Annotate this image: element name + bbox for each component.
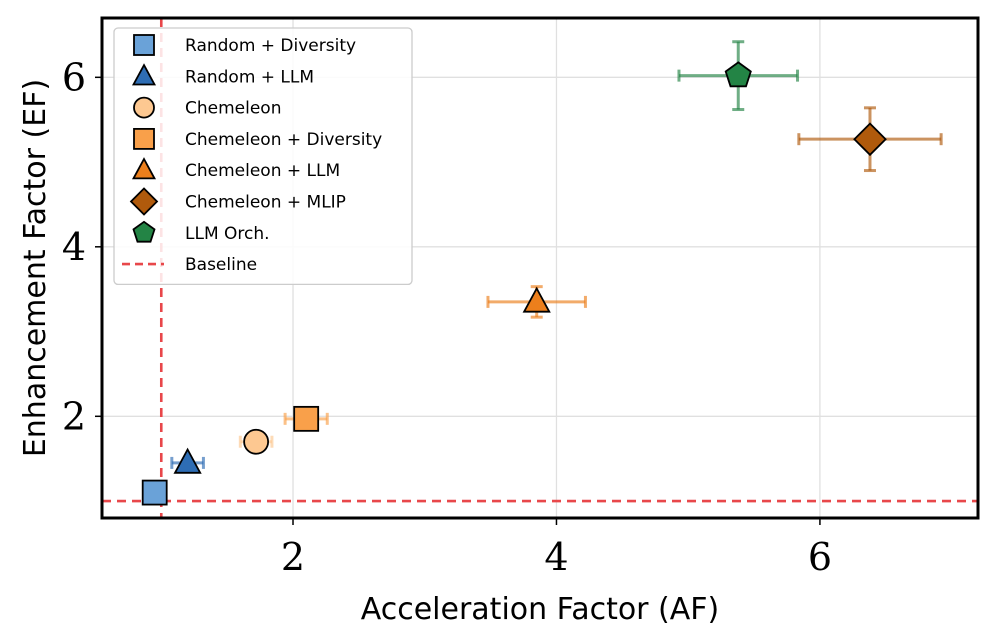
y-tick-label: 2 [62, 394, 86, 438]
legend-entry-label: Chemeleon [185, 99, 281, 119]
x-axis-label: Acceleration Factor (AF) [361, 592, 720, 627]
data-point-marker [293, 405, 320, 432]
x-tick-label: 6 [808, 535, 832, 579]
data-point-group [486, 285, 587, 319]
legend-entry-label: Chemeleon + LLM [185, 161, 340, 181]
legend-marker [133, 96, 155, 119]
legend-entry-label: Chemeleon + MLIP [185, 193, 346, 213]
data-point-marker [141, 479, 168, 506]
y-axis-label: Enhancement Factor (EF) [18, 79, 53, 457]
legend-marker [133, 34, 155, 56]
data-points [141, 40, 943, 506]
legend-entry-label: LLM Orch. [185, 224, 270, 244]
data-point-group [283, 405, 329, 432]
legend: Random + Diversity Random + LLM Chemeleon C… [113, 27, 413, 286]
legend-marker [131, 63, 157, 86]
data-point-marker [522, 286, 551, 313]
data-point-marker [173, 447, 202, 474]
plot-frame [100, 16, 980, 520]
data-point-marker [724, 61, 752, 88]
legend-marker [129, 187, 159, 216]
data-point-group [677, 40, 800, 112]
data-point-marker [853, 122, 887, 157]
legend-marker [132, 220, 156, 243]
legend-entry-label: Random + LLM [185, 67, 314, 87]
legend-entry-label: Chemeleon + Diversity [185, 130, 382, 150]
y-tick-label: 4 [62, 225, 86, 269]
data-point-marker [243, 428, 270, 455]
y-tick-label: 6 [62, 55, 86, 99]
x-tick-label: 4 [544, 535, 568, 579]
data-point-group [238, 428, 274, 455]
legend-marker [131, 157, 157, 180]
legend-marker [133, 127, 155, 150]
legend-box [113, 27, 413, 286]
data-point-group [170, 447, 205, 474]
legend-entry-label: Baseline [185, 255, 257, 275]
data-point-group [797, 106, 943, 173]
data-point-group [141, 479, 168, 506]
axis-ticks: 2 4 6 2 4 6 [62, 55, 832, 579]
x-tick-label: 2 [281, 535, 305, 579]
legend-entry-label: Random + Diversity [185, 36, 356, 56]
